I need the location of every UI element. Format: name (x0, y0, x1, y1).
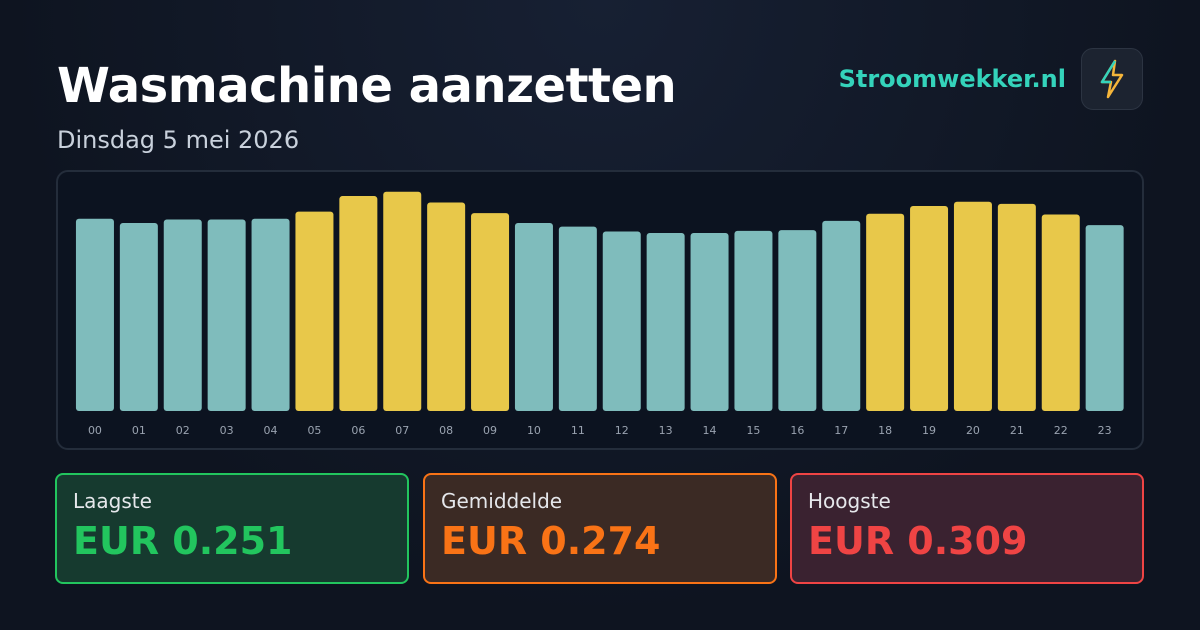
stat-value: EUR 0.274 (441, 519, 661, 563)
x-tick-label: 09 (483, 424, 497, 437)
stat-value: EUR 0.309 (808, 519, 1028, 563)
bar (953, 201, 992, 411)
bar (866, 213, 905, 411)
bar (295, 211, 334, 411)
x-tick-label: 15 (746, 424, 760, 437)
lightning (1100, 59, 1124, 99)
subtitle: Dinsdag 5 mei 2026 (57, 126, 300, 154)
stat-card: Gemiddelde EUR 0.274 (423, 473, 777, 584)
x-tick-label: 20 (966, 424, 980, 437)
bar (383, 191, 422, 411)
bar (778, 230, 817, 411)
bar (1085, 225, 1124, 411)
bar (339, 196, 378, 411)
stat-label: Hoogste (808, 489, 891, 513)
bar (646, 232, 685, 411)
x-tick-label: 14 (703, 424, 717, 437)
x-tick-label: 22 (1054, 424, 1068, 437)
bar (163, 219, 202, 411)
bar (997, 203, 1036, 411)
x-tick-label: 03 (220, 424, 234, 437)
x-tick-label: 05 (307, 424, 321, 437)
x-tick-label: 08 (439, 424, 453, 437)
bar (75, 218, 114, 411)
bar (822, 220, 861, 411)
bar (734, 230, 773, 411)
x-tick-label: 11 (571, 424, 585, 437)
x-tick-label: 12 (615, 424, 629, 437)
x-tick-label: 10 (527, 424, 541, 437)
bar (602, 231, 641, 411)
bar (119, 223, 158, 411)
x-tick-label: 07 (395, 424, 409, 437)
brand: Stroomwekker.nl (838, 65, 1066, 93)
x-tick-label: 01 (132, 424, 146, 437)
x-tick-label: 19 (922, 424, 936, 437)
x-tick-label: 16 (790, 424, 804, 437)
x-tick-label: 02 (176, 424, 190, 437)
x-tick-label: 17 (834, 424, 848, 437)
x-tick-label: 06 (351, 424, 365, 437)
bar (690, 232, 729, 411)
bar (558, 226, 597, 411)
bar (471, 213, 510, 411)
x-tick-label: 21 (1010, 424, 1024, 437)
bar (514, 223, 553, 411)
x-tick-label: 18 (878, 424, 892, 437)
x-tick-label: 13 (659, 424, 673, 437)
stat-card: Laagste EUR 0.251 (55, 473, 409, 584)
bar (207, 219, 246, 411)
stat-label: Gemiddelde (441, 489, 563, 513)
bar (910, 205, 949, 411)
stat-value: EUR 0.251 (73, 519, 293, 563)
x-tick-label: 00 (88, 424, 102, 437)
bar (427, 202, 466, 411)
x-tick-label: 04 (264, 424, 278, 437)
stat-label: Laagste (73, 489, 152, 513)
logo-icon (1081, 48, 1143, 110)
bar (251, 218, 290, 411)
bar (1041, 214, 1080, 411)
x-tick-label: 23 (1098, 424, 1112, 437)
stat-card: Hoogste EUR 0.309 (790, 473, 1144, 584)
title: Wasmachine aanzetten (57, 58, 677, 114)
